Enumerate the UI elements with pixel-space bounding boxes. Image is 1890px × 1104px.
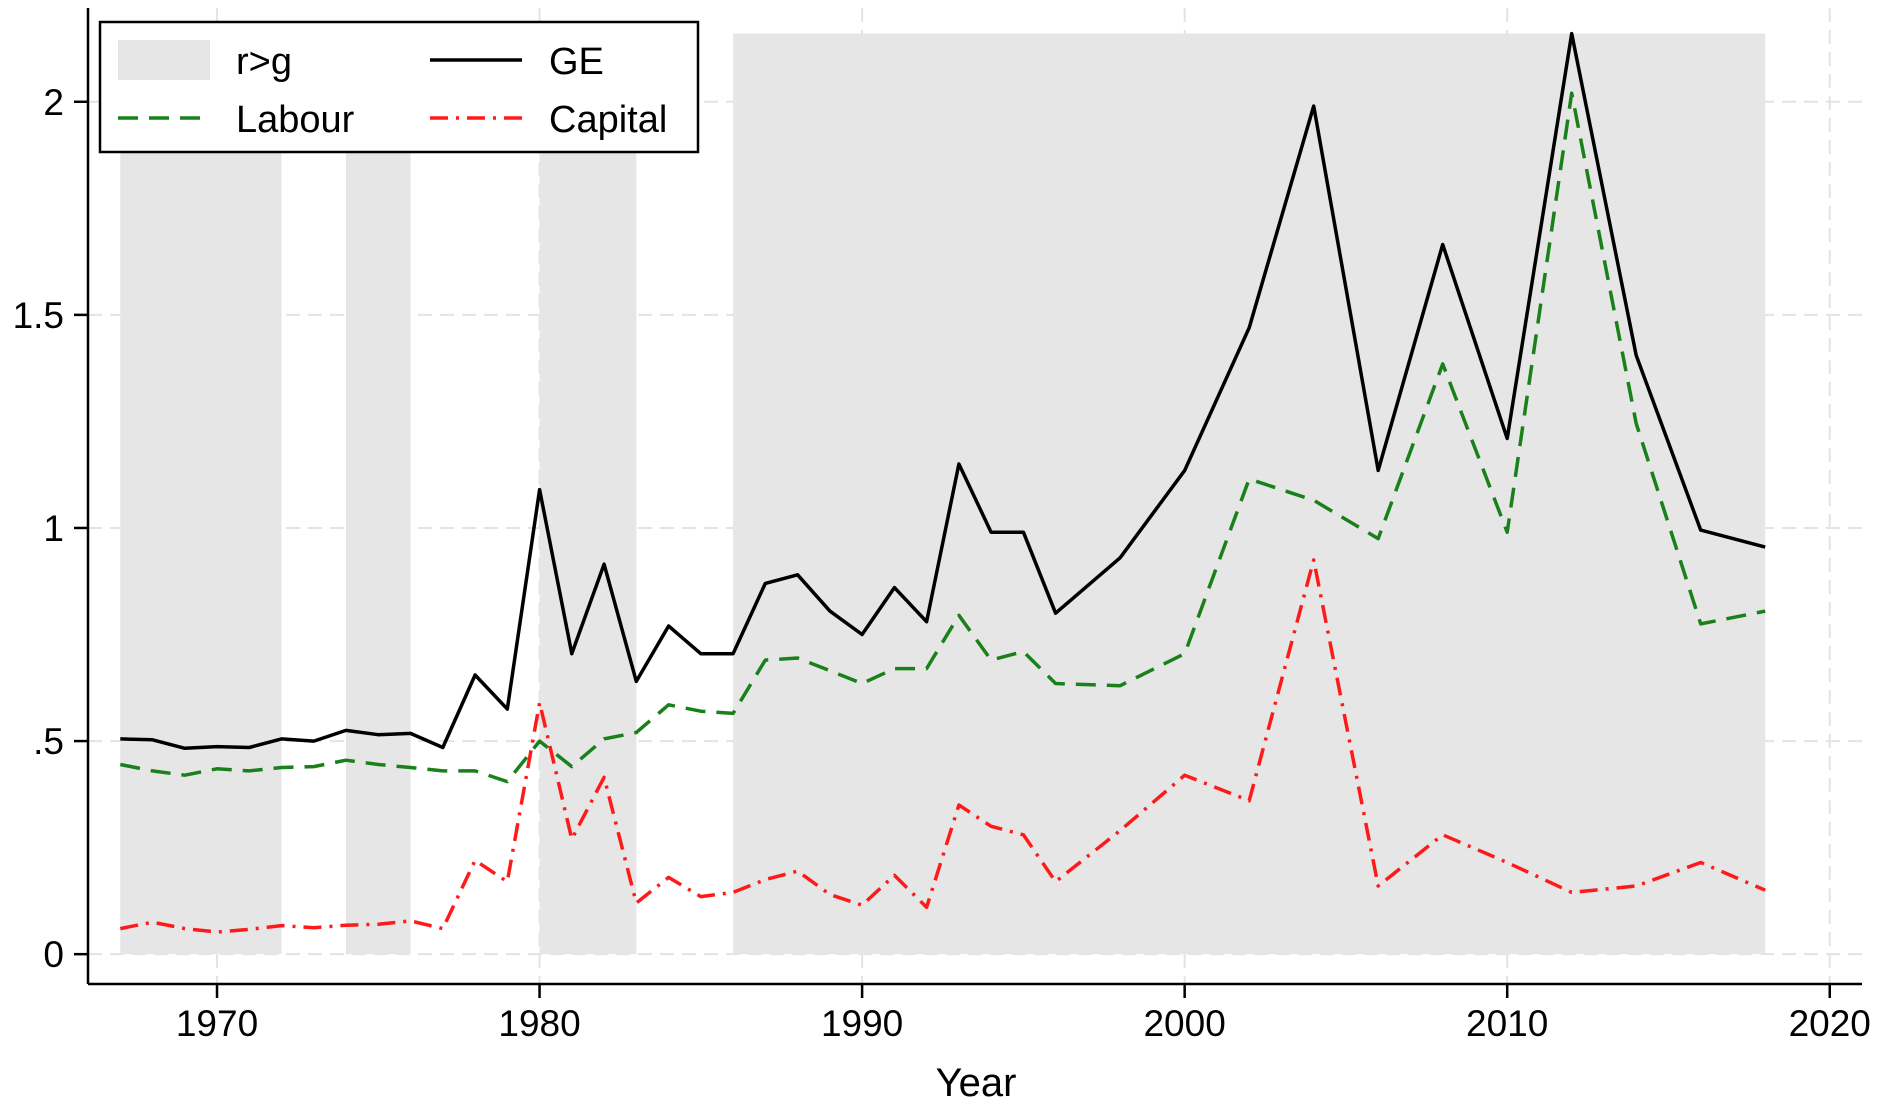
series-line-capital xyxy=(119,558,1766,934)
y-tick-label-4: 2 xyxy=(43,82,64,123)
legend: r>g GE Labour Capital xyxy=(98,20,700,154)
shaded-region-3 xyxy=(733,33,1766,955)
x-tick-label-2: 1990 xyxy=(821,1003,903,1044)
legend-label-capital: Capital xyxy=(549,99,667,141)
series-line-labour xyxy=(119,91,1766,784)
shaded-region-2 xyxy=(539,33,637,955)
legend-label-r-g: r>g xyxy=(236,41,292,83)
series-lines xyxy=(119,31,1766,934)
x-tick-label-3: 2000 xyxy=(1143,1003,1225,1044)
y-tick-label-0: 0 xyxy=(43,934,64,975)
x-tick-label-0: 1970 xyxy=(176,1003,258,1044)
legend-swatch-r-g xyxy=(118,40,210,80)
shaded-regions xyxy=(120,33,1766,955)
x-tick-label-1: 1980 xyxy=(498,1003,580,1044)
shaded-region-0 xyxy=(120,33,282,955)
y-tick-label-3: 1.5 xyxy=(13,295,64,336)
shaded-region-1 xyxy=(346,33,411,955)
x-axis-title: Year xyxy=(936,1061,1017,1104)
x-tick-label-5: 2020 xyxy=(1789,1003,1871,1044)
y-tick-label-1: .5 xyxy=(33,721,64,762)
series-line-ge xyxy=(120,31,1766,751)
legend-label-labour: Labour xyxy=(236,99,355,141)
axes: 0 .5 1 1.5 2 1970 1980 1990 2000 2010 2020 xyxy=(13,8,1871,1044)
x-tick-label-4: 2010 xyxy=(1466,1003,1548,1044)
y-tick-label-2: 1 xyxy=(43,508,64,549)
legend-label-ge: GE xyxy=(549,41,604,83)
